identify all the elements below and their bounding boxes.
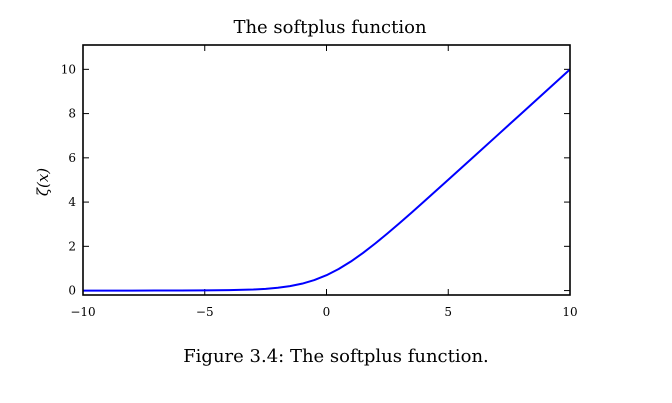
- figure-caption: Figure 3.4: The softplus function.: [183, 346, 489, 367]
- y-tick-label: 0: [68, 284, 76, 298]
- y-axis-label: ζ(x): [34, 168, 52, 196]
- x-tick-label: −10: [70, 305, 95, 319]
- y-tick-label: 6: [68, 151, 76, 165]
- x-tick-label: 5: [444, 305, 452, 319]
- softplus-series-line: [83, 68, 571, 292]
- plot-frame: [82, 44, 571, 296]
- series-layer: [83, 68, 571, 292]
- y-tick-label: 2: [68, 239, 76, 253]
- softplus-chart: The softplus function ζ(x) −10 −5 0 5 10 0 2 4 6…: [34, 17, 578, 319]
- chart-title: The softplus function: [233, 17, 427, 38]
- x-tick-label: 10: [562, 305, 577, 319]
- y-tick-label: 10: [61, 62, 76, 76]
- x-tick-label: −5: [196, 305, 214, 319]
- y-tick-label: 8: [68, 107, 76, 121]
- x-tick-label: 0: [323, 305, 331, 319]
- y-tick-label: 4: [68, 195, 76, 209]
